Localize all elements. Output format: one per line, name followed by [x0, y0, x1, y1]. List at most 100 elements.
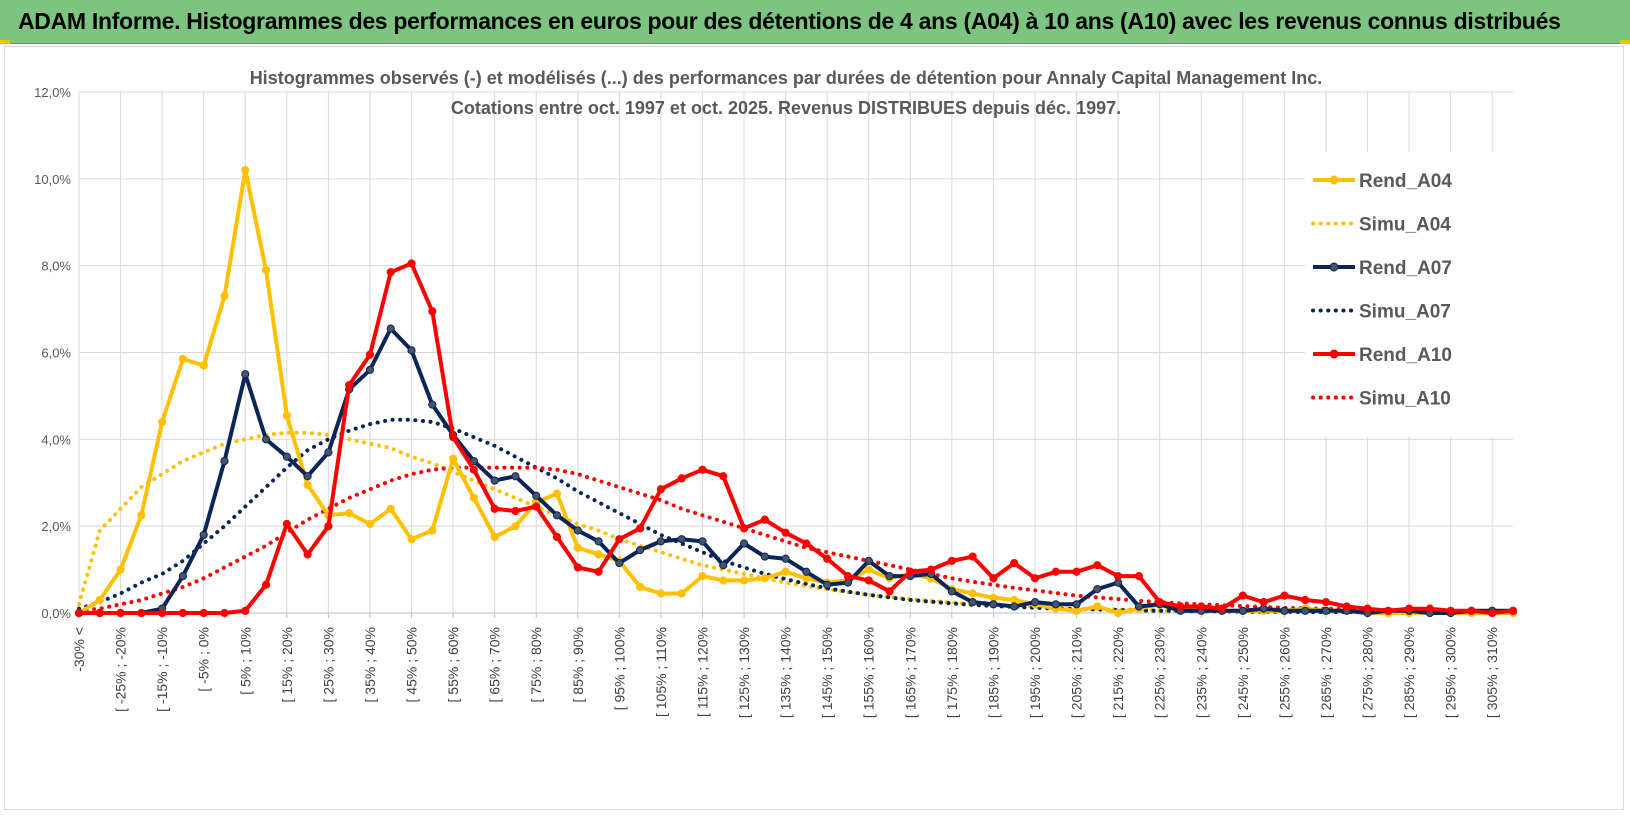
x-tick-label: [ 105% ; 110%: [653, 627, 669, 717]
data-point: [636, 582, 645, 592]
data-point: [1010, 602, 1019, 611]
chart-subtitle: Cotations entre oct. 1997 et oct. 2025. …: [451, 98, 1121, 118]
data-point: [511, 522, 520, 531]
data-point: [823, 580, 832, 589]
data-point: [594, 567, 603, 576]
chart-title: Histogrammes observés (-) et modélisés (…: [250, 68, 1323, 88]
data-point: [968, 598, 977, 607]
data-point: [345, 380, 354, 390]
x-tick-label: [ 125% ; 130%: [736, 627, 752, 718]
x-tick-label: [ 75% ; 80%: [528, 627, 544, 703]
x-tick-label: [ -25% ; -20%: [113, 627, 129, 712]
data-point: [1446, 606, 1455, 615]
x-tick-label: [ 305% ; 310%: [1484, 627, 1500, 718]
legend-marker: [1329, 262, 1339, 272]
data-point: [490, 504, 499, 513]
data-point: [573, 543, 582, 552]
x-tick-label: [ 35% ; 40%: [362, 627, 378, 703]
data-point: [1010, 558, 1019, 568]
data-point: [802, 567, 811, 576]
data-point: [656, 485, 666, 494]
data-point: [241, 606, 250, 615]
data-point: [116, 608, 125, 618]
data-point: [1280, 606, 1289, 615]
x-tick-label: [ 65% ; 70%: [487, 627, 503, 703]
data-point: [677, 589, 686, 598]
data-point: [490, 532, 499, 542]
y-tick-label: 2,0%: [41, 519, 71, 534]
data-point: [760, 552, 769, 561]
x-tick-label: [ 285% ; 290%: [1401, 627, 1417, 718]
data-point: [386, 324, 395, 333]
y-tick-label: 6,0%: [41, 346, 71, 361]
x-tick-label: [ 175% ; 180%: [944, 627, 960, 718]
data-point: [781, 567, 790, 576]
data-point: [261, 265, 271, 275]
legend-label: Simu_A07: [1359, 302, 1451, 323]
data-point: [282, 519, 291, 529]
data-point: [552, 511, 562, 520]
series-line-rend-a07: [79, 326, 1513, 615]
x-tick-label: [ 15% ; 20%: [279, 627, 295, 703]
data-point: [261, 435, 271, 444]
data-point: [1114, 571, 1123, 581]
x-tick-label: [ 55% ; 60%: [445, 627, 461, 703]
data-point: [1321, 598, 1331, 607]
series-line-rend-a10: [79, 261, 1514, 615]
series-layer: [74, 166, 1518, 618]
x-tick-label: [ -15% ; -10%: [154, 627, 170, 712]
data-point: [1301, 595, 1310, 605]
data-point: [74, 608, 84, 618]
x-tick-label: [ 155% ; 160%: [861, 627, 877, 718]
data-point: [968, 589, 977, 598]
data-point: [365, 519, 375, 529]
data-point: [698, 537, 707, 546]
data-point: [989, 600, 998, 609]
legend-box: [1305, 152, 1515, 437]
data-point: [843, 571, 853, 581]
data-point: [532, 502, 541, 511]
data-point: [261, 580, 271, 589]
data-point: [407, 259, 416, 268]
data-point: [1425, 604, 1434, 613]
legend-marker: [1329, 349, 1339, 359]
data-point: [698, 571, 707, 581]
data-point: [220, 456, 229, 466]
data-point: [324, 522, 333, 531]
banner-title: ADAM Informe. Histogrammes des performan…: [18, 8, 1561, 34]
data-point: [345, 509, 354, 518]
data-point: [698, 465, 707, 474]
data-point: [719, 576, 728, 585]
data-point: [760, 515, 769, 524]
data-point: [1404, 604, 1414, 613]
data-point: [636, 545, 645, 555]
data-point: [656, 537, 666, 546]
data-point: [864, 565, 873, 574]
x-tick-label: [ 45% ; 50%: [404, 627, 420, 703]
data-point: [1280, 591, 1289, 600]
data-point: [1030, 598, 1040, 607]
data-point: [407, 535, 416, 544]
data-point: [594, 537, 603, 546]
data-point: [573, 563, 582, 572]
data-point: [864, 556, 873, 566]
data-point: [407, 346, 416, 355]
data-point: [199, 608, 208, 618]
data-point: [303, 550, 312, 559]
data-point: [1508, 606, 1518, 615]
data-point: [615, 535, 624, 544]
data-point: [636, 524, 645, 533]
data-point: [1093, 561, 1102, 570]
data-point: [1321, 606, 1331, 615]
data-point: [241, 370, 250, 379]
data-point: [1072, 567, 1081, 576]
data-point: [1363, 604, 1372, 613]
data-point: [428, 307, 437, 316]
data-point: [947, 587, 956, 596]
data-point: [511, 506, 520, 516]
x-tick-label: [ 5% ; 10%: [237, 627, 253, 695]
data-point: [1488, 608, 1497, 618]
data-point: [1238, 591, 1247, 600]
x-tick-label: [ 255% ; 260%: [1276, 627, 1292, 718]
y-tick-label: 10,0%: [34, 172, 71, 187]
